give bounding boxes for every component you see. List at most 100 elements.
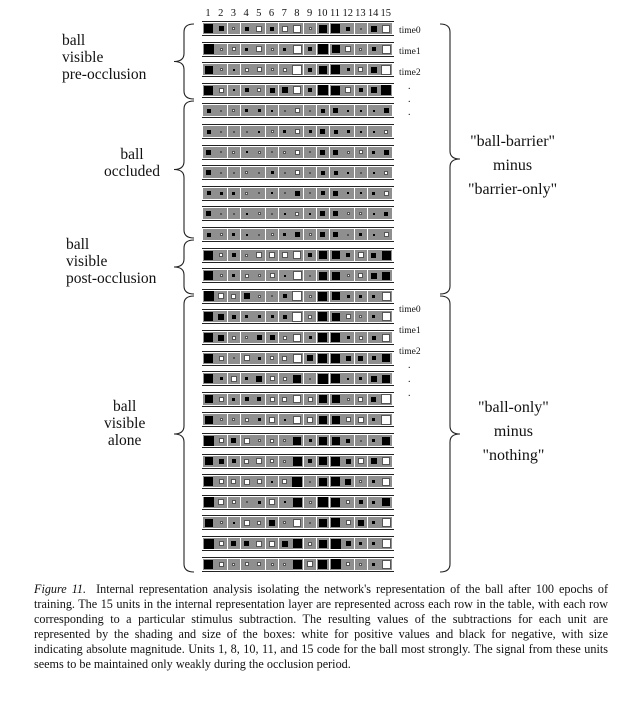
unit-cell <box>202 270 215 282</box>
unit-cell <box>253 311 266 323</box>
unit-cell <box>380 455 393 467</box>
unit-box <box>257 562 262 567</box>
unit-box <box>282 294 287 299</box>
unit-box <box>320 108 325 113</box>
unit-cell <box>367 311 380 323</box>
unit-box <box>320 129 326 134</box>
unit-box <box>372 130 375 133</box>
unit-cell <box>329 187 342 199</box>
unit-box <box>358 335 363 340</box>
unit-cell <box>354 126 367 137</box>
unit-box <box>231 541 237 546</box>
unit-box <box>384 170 389 175</box>
unit-cell <box>240 64 253 76</box>
unit-box <box>244 397 249 402</box>
unit-cell <box>278 270 291 282</box>
unit-cell <box>329 455 342 467</box>
unit-box <box>333 211 338 217</box>
unit-box <box>318 353 328 363</box>
unit-cell <box>354 538 367 549</box>
unit-cell <box>278 517 291 529</box>
unit-cell <box>253 414 266 426</box>
unit-cell <box>266 84 278 96</box>
label-ball-only-minus-nothing: "ball-only" minus "nothing" <box>478 399 549 464</box>
unit-box <box>283 439 287 442</box>
unit-cell <box>316 249 329 261</box>
unit-cell <box>253 455 266 467</box>
unit-box <box>243 355 250 362</box>
unit-box <box>318 559 328 569</box>
unit-box <box>294 108 300 114</box>
unit-cell <box>215 352 228 364</box>
unit-box <box>346 336 350 339</box>
unit-cell <box>380 126 393 137</box>
unit-cell <box>227 373 240 385</box>
unit-cell <box>266 496 278 508</box>
unit-box <box>256 458 263 465</box>
unit-box <box>204 85 213 95</box>
unit-box <box>294 170 300 176</box>
unit-box <box>283 233 287 236</box>
table-row <box>202 309 394 325</box>
unit-cell <box>240 496 253 508</box>
unit-box <box>358 500 363 505</box>
unit-box <box>219 418 223 422</box>
unit-cell <box>227 105 240 117</box>
unit-box <box>331 353 340 363</box>
unit-cell <box>342 352 355 364</box>
dots-top-1: . <box>408 94 411 105</box>
unit-cell <box>291 23 304 34</box>
unit-box <box>309 521 312 524</box>
unit-box <box>381 250 391 260</box>
column-number-15: 15 <box>380 8 392 19</box>
label-ball-occluded: ball occluded <box>104 146 160 180</box>
unit-box <box>283 109 286 112</box>
unit-box <box>318 415 327 424</box>
unit-cell <box>266 393 278 405</box>
unit-cell <box>202 43 215 55</box>
unit-box <box>370 272 377 279</box>
unit-box <box>256 540 263 547</box>
unit-box <box>371 396 377 402</box>
unit-box <box>270 26 274 31</box>
unit-box <box>257 397 262 402</box>
unit-cell <box>342 229 355 240</box>
unit-cell <box>266 105 278 117</box>
unit-box <box>204 415 213 424</box>
unit-box <box>381 394 392 405</box>
unit-cell <box>266 126 278 137</box>
unit-box <box>231 500 236 505</box>
unit-box <box>372 480 376 484</box>
unit-box <box>257 418 261 422</box>
unit-box <box>345 355 351 361</box>
unit-cell <box>291 64 304 76</box>
unit-box <box>218 396 224 402</box>
unit-cell <box>240 229 253 240</box>
unit-box <box>308 500 312 504</box>
unit-cell <box>316 352 329 364</box>
unit-cell <box>316 167 329 179</box>
unit-cell <box>291 126 304 137</box>
unit-cell <box>266 187 278 199</box>
unit-cell <box>316 496 329 508</box>
unit-cell <box>367 476 380 488</box>
unit-box <box>243 437 250 444</box>
unit-cell <box>215 496 228 508</box>
unit-cell <box>304 249 317 261</box>
brace-lines <box>173 23 461 573</box>
unit-box <box>283 459 287 463</box>
unit-cell <box>227 84 240 96</box>
unit-box <box>331 65 340 75</box>
unit-cell <box>202 64 215 76</box>
unit-cell <box>202 146 215 158</box>
unit-cell <box>354 496 367 508</box>
unit-cell <box>354 517 367 529</box>
unit-box <box>318 271 327 280</box>
unit-box <box>292 291 303 302</box>
unit-cell <box>215 538 228 549</box>
unit-cell <box>354 229 367 240</box>
unit-cell <box>291 538 304 549</box>
unit-cell <box>291 290 304 302</box>
unit-cell <box>354 146 367 158</box>
unit-cell <box>278 229 291 240</box>
